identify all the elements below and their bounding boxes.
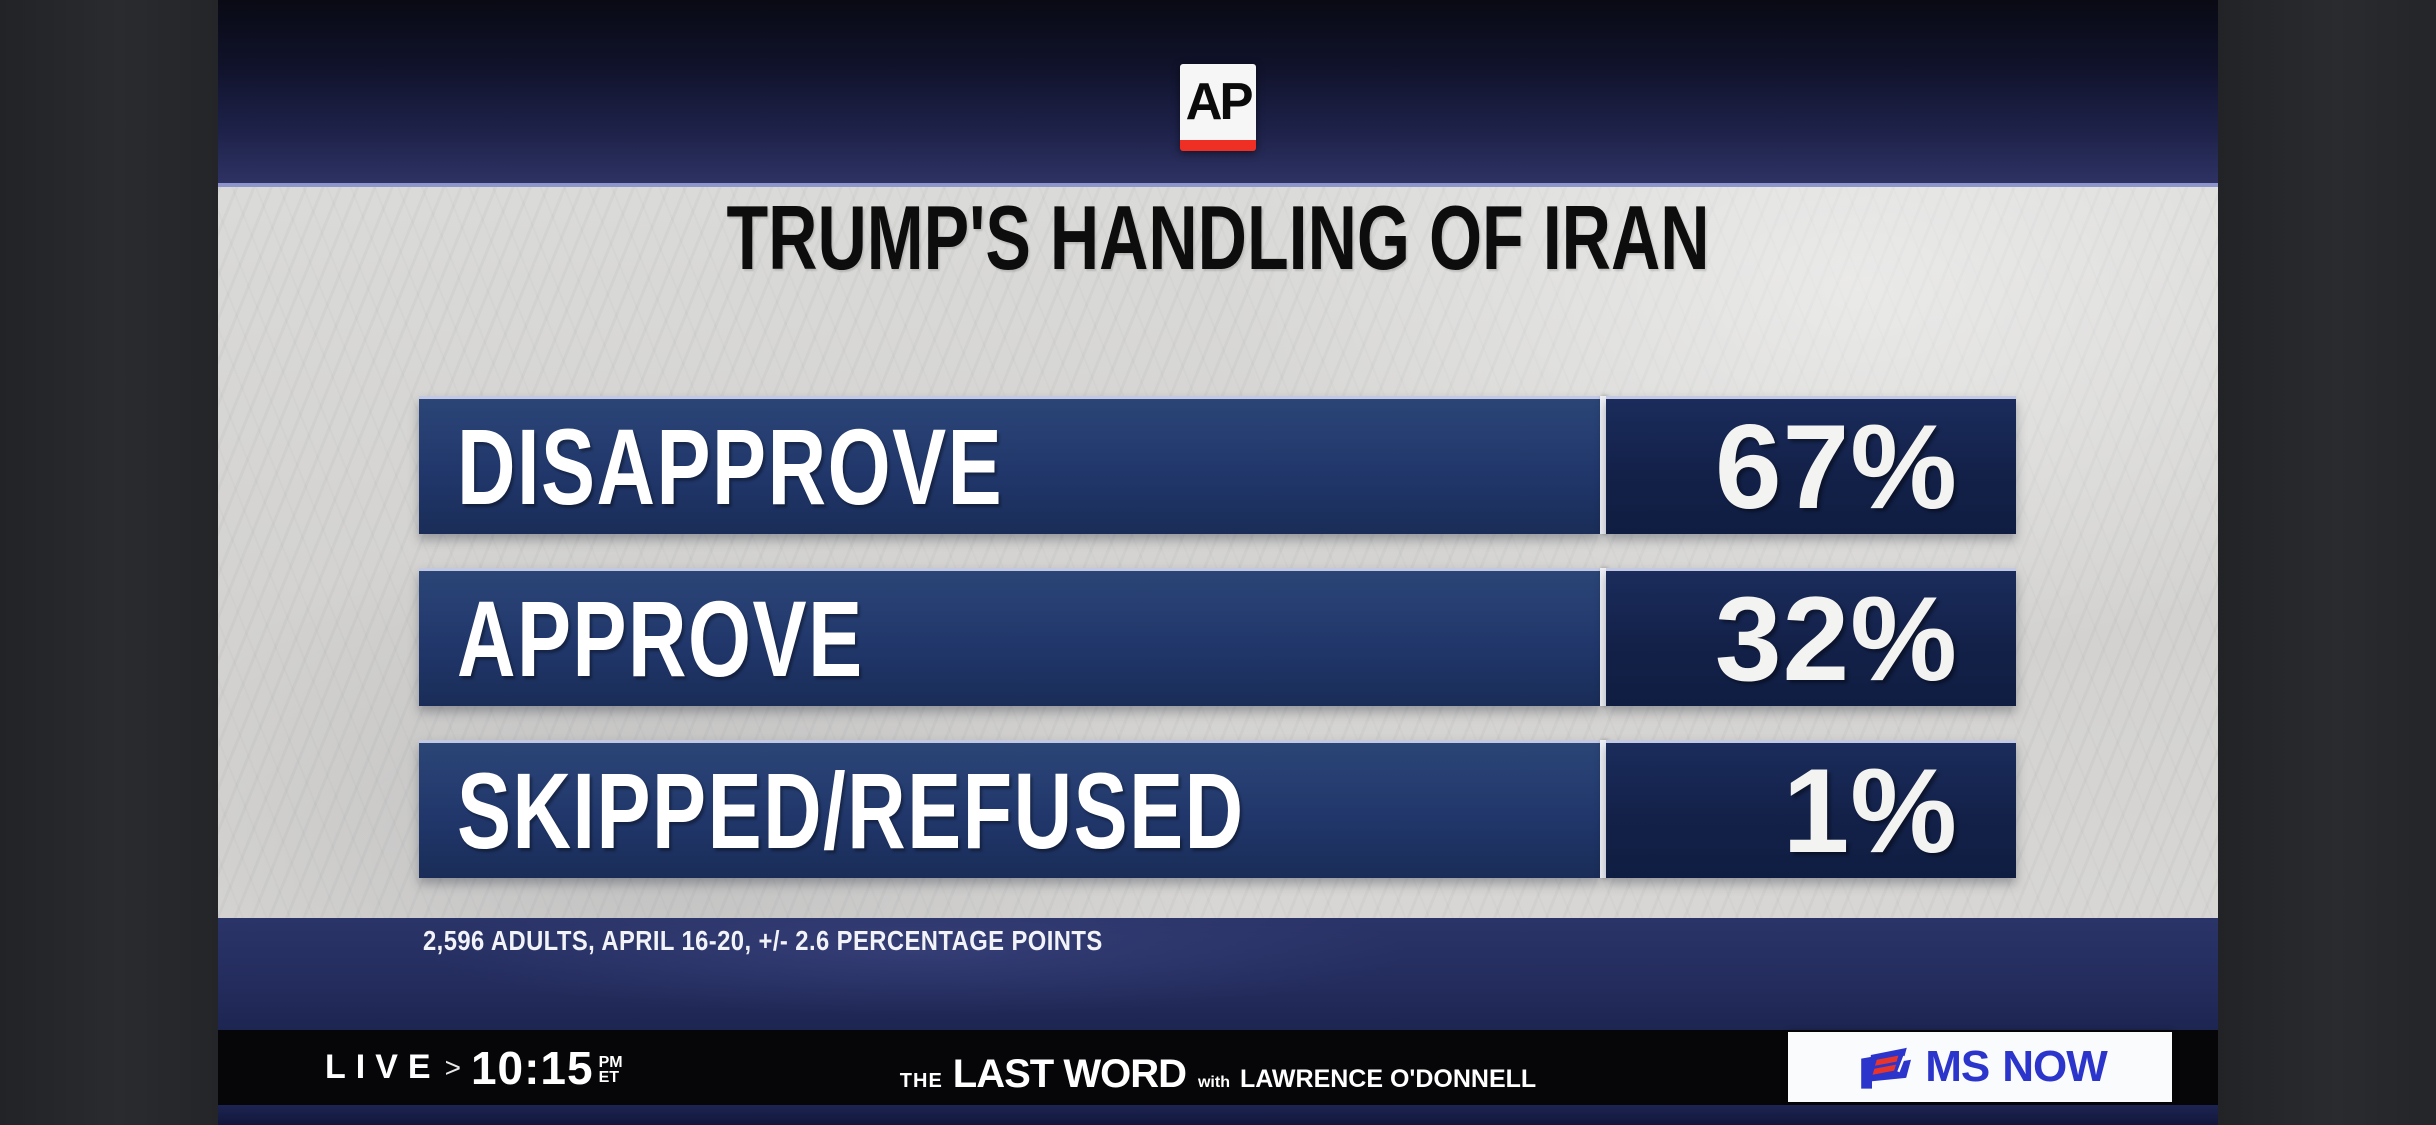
show-title-connector: with xyxy=(1197,1074,1230,1091)
show-title: LAST WORD xyxy=(952,1052,1187,1096)
show-title-group: THE LAST WORD with LAWRENCE O'DONNELL xyxy=(900,1030,1536,1105)
ap-logo-red-bar xyxy=(1180,140,1256,151)
show-title-prefix: THE xyxy=(899,1070,943,1092)
network-name-ms: MS xyxy=(1925,1042,1990,1091)
right-letterbox-band xyxy=(2218,0,2436,1125)
left-letterbox-band xyxy=(0,0,218,1125)
show-host-name: LAWRENCE O'DONNELL xyxy=(1239,1065,1537,1093)
graphic-content: AP TRUMP'S HANDLING OF IRAN DISAPPROVE 6… xyxy=(218,0,2218,1125)
network-logo: MS NOW xyxy=(1788,1032,2172,1102)
msnow-flag-icon xyxy=(1861,1047,1912,1089)
lower-third-ticker: LIVE > 10:15 PM ET THE LAST WORD with LA… xyxy=(218,1030,2218,1105)
poll-panel: TRUMP'S HANDLING OF IRAN DISAPPROVE 67% … xyxy=(218,187,2218,918)
clock-meridiem-timezone: PM ET xyxy=(598,1053,623,1086)
chevron-icon: > xyxy=(444,1051,461,1083)
poll-row-disapprove: DISAPPROVE 67% xyxy=(419,396,2016,534)
bar-divider xyxy=(1600,568,1606,706)
bar-divider xyxy=(1600,396,1606,534)
value-box: 1% xyxy=(1606,740,2016,878)
bottom-blue-strip xyxy=(218,1105,2218,1125)
category-bar: DISAPPROVE xyxy=(419,396,1600,534)
poll-methodology-note: 2,596 ADULTS, APRIL 16-20, +/- 2.6 PERCE… xyxy=(423,925,1103,956)
clock-timezone: ET xyxy=(598,1068,620,1086)
live-badge: LIVE xyxy=(325,1048,441,1086)
value-label: 32% xyxy=(1714,571,1958,706)
clock-time: 10:15 xyxy=(470,1041,594,1094)
network-name-now: NOW xyxy=(2002,1042,2108,1091)
poll-row-skipped-refused: SKIPPED/REFUSED 1% xyxy=(419,740,2016,878)
ap-logo-letters: AP xyxy=(1185,73,1254,131)
category-label: DISAPPROVE xyxy=(457,406,1004,527)
value-box: 32% xyxy=(1606,568,2016,706)
clock-meridiem: PM xyxy=(598,1053,623,1071)
category-label: SKIPPED/REFUSED xyxy=(457,750,1245,871)
chart-title: TRUMP'S HANDLING OF IRAN xyxy=(726,188,1710,289)
category-label: APPROVE xyxy=(457,578,864,699)
header-band: AP xyxy=(218,0,2218,187)
value-label: 1% xyxy=(1782,743,1958,878)
category-bar: SKIPPED/REFUSED xyxy=(419,740,1600,878)
value-label: 67% xyxy=(1714,399,1958,534)
ap-logo-box: AP xyxy=(1180,64,1256,140)
ap-logo: AP xyxy=(1180,64,1256,151)
poll-rows: DISAPPROVE 67% APPROVE 32% xyxy=(419,396,2016,912)
footnote-band: 2,596 ADULTS, APRIL 16-20, +/- 2.6 PERCE… xyxy=(218,918,2218,1030)
live-time-group: LIVE > 10:15 PM ET xyxy=(325,1030,623,1105)
poll-row-approve: APPROVE 32% xyxy=(419,568,2016,706)
category-bar: APPROVE xyxy=(419,568,1600,706)
bar-divider xyxy=(1600,740,1606,878)
value-box: 67% xyxy=(1606,396,2016,534)
